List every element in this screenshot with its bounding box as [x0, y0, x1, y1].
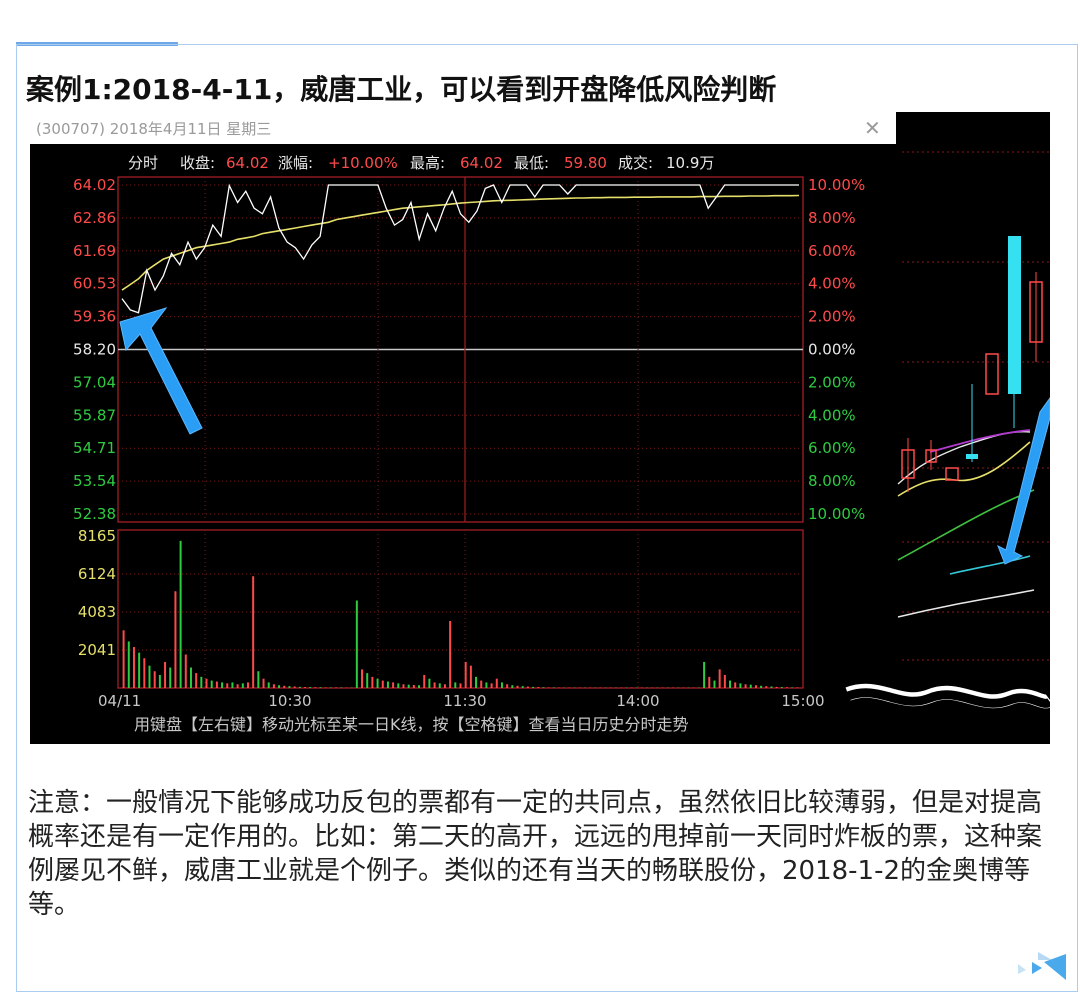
note-paragraph: 注意：一般情况下能够成功反包的票都有一定的共同点，虽然依旧比较薄弱，但是对提高概…	[28, 788, 1043, 920]
high-label: 最高:	[410, 154, 445, 172]
content-card	[16, 44, 1078, 992]
percent-tick-label: 8.00%	[808, 209, 856, 227]
volume-axis: 8165 6124 4083 2041	[78, 527, 116, 659]
arrow-annotation-right	[997, 397, 1050, 565]
percent-tick-label: 8.00%	[808, 472, 856, 490]
percent-tick-label: 10.00%	[808, 505, 865, 523]
keyboard-hint: 用键盘【左右键】移动光标至某一日K线，按【空格键】查看当日历史分时走势	[134, 715, 689, 734]
volume-panel-frame	[117, 529, 804, 689]
percent-tick-label: 10.00%	[808, 176, 865, 194]
time-tick-label: 11:30	[443, 692, 486, 710]
volume-tick-label: 6124	[78, 565, 116, 583]
price-tick-label: 64.02	[73, 176, 116, 194]
price-tick-label: 54.71	[73, 439, 116, 457]
price-lines	[121, 183, 800, 314]
time-tick-label: 04/11	[98, 692, 141, 710]
low-value: 59.80	[564, 154, 607, 172]
avg-price-line	[121, 194, 800, 291]
window-titlebar	[30, 112, 896, 144]
grid	[118, 177, 803, 688]
price-tick-label: 55.87	[73, 406, 116, 424]
percent-tick-label: 2.00%	[808, 373, 856, 391]
price-tick-label: 60.53	[73, 275, 116, 293]
time-axis: 04/11 10:30 11:30 14:00 15:00	[98, 692, 825, 710]
change-value: +10.00%	[328, 154, 398, 172]
intraday-chart: (300707) 2018年4月11日 星期三 ✕ 分时 收盘: 64.02 涨…	[30, 112, 1050, 734]
price-tick-label: 53.54	[73, 472, 116, 490]
daily-kline-panel	[897, 151, 1050, 661]
percent-tick-label: 0.00%	[808, 341, 856, 359]
price-axis: 64.02 62.86 61.69 60.53 59.36 58.20 57.04 55.87…	[73, 176, 116, 523]
decoration-chevrons-icon	[1018, 952, 1066, 980]
close-label: 收盘:	[180, 154, 215, 172]
percent-tick-label: 2.00%	[808, 308, 856, 326]
price-tick-label: 58.20	[73, 341, 116, 359]
volume-bars	[122, 540, 799, 688]
volume-tick-label: 2041	[78, 641, 116, 659]
volume-tick-label: 4083	[78, 603, 116, 621]
window-caption: (300707) 2018年4月11日 星期三	[36, 120, 271, 138]
percent-axis: 10.00% 8.00% 6.00% 4.00% 2.00% 0.00% 2.00% 4.00…	[808, 176, 865, 523]
time-tick-label: 10:30	[268, 692, 311, 710]
price-tick-label: 57.04	[73, 373, 116, 391]
time-tick-label: 15:00	[781, 692, 824, 710]
close-value: 64.02	[226, 154, 269, 172]
time-tick-label: 14:00	[616, 692, 659, 710]
price-tick-label: 62.86	[73, 209, 116, 227]
chart-screenshot: (300707) 2018年4月11日 星期三 ✕ 分时 收盘: 64.02 涨…	[30, 112, 1050, 744]
price-tick-label: 59.36	[73, 308, 116, 326]
volume-tick-label: 8165	[78, 527, 116, 545]
volume-value: 10.9万	[666, 154, 714, 172]
redaction-scribble	[846, 688, 1050, 708]
close-icon[interactable]: ✕	[864, 116, 881, 140]
low-label: 最低:	[514, 154, 549, 172]
change-label: 涨幅:	[278, 154, 313, 172]
price-tick-label: 61.69	[73, 242, 116, 260]
price-line	[121, 183, 799, 314]
percent-tick-label: 6.00%	[808, 242, 856, 260]
high-value: 64.02	[460, 154, 503, 172]
info-bar: 分时 收盘: 64.02 涨幅: +10.00% 最高: 64.02 最低: 5…	[128, 154, 714, 172]
percent-tick-label: 4.00%	[808, 275, 856, 293]
percent-tick-label: 6.00%	[808, 439, 856, 457]
volume-label: 成交:	[618, 154, 653, 172]
arrow-annotation-left	[119, 307, 203, 435]
price-tick-label: 52.38	[73, 505, 116, 523]
percent-tick-label: 4.00%	[808, 406, 856, 424]
tab-intraday[interactable]: 分时	[128, 154, 158, 172]
page-title: 案例1:2018-4-11，威唐工业，可以看到开盘降低风险判断	[26, 73, 777, 106]
